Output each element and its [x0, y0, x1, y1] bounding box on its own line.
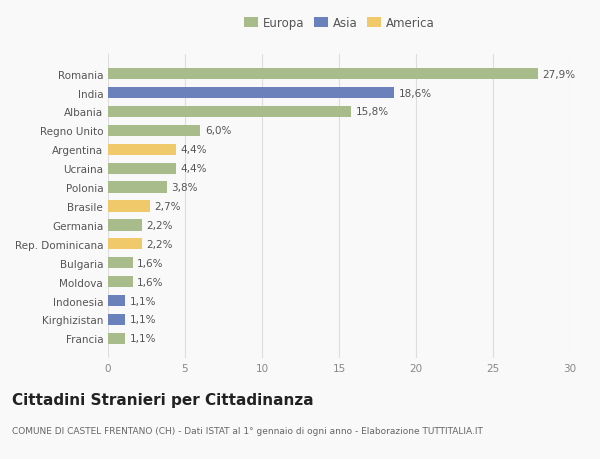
Bar [108, 182, 167, 193]
Text: 4,4%: 4,4% [181, 145, 207, 155]
Bar [108, 333, 125, 344]
Bar [108, 88, 394, 99]
Text: 2,7%: 2,7% [154, 202, 181, 212]
Text: 1,1%: 1,1% [130, 315, 156, 325]
Text: 2,2%: 2,2% [146, 239, 173, 249]
Text: 18,6%: 18,6% [399, 89, 432, 98]
Text: 27,9%: 27,9% [542, 69, 575, 79]
Bar [108, 295, 125, 307]
Bar [108, 239, 142, 250]
Text: 15,8%: 15,8% [356, 107, 389, 117]
Text: Cittadini Stranieri per Cittadinanza: Cittadini Stranieri per Cittadinanza [12, 392, 314, 408]
Bar [108, 220, 142, 231]
Bar [108, 201, 149, 212]
Text: 2,2%: 2,2% [146, 220, 173, 230]
Bar [108, 276, 133, 288]
Bar [108, 106, 352, 118]
Legend: Europa, Asia, America: Europa, Asia, America [239, 12, 439, 35]
Bar [108, 163, 176, 174]
Bar [108, 144, 176, 156]
Text: 1,1%: 1,1% [130, 296, 156, 306]
Text: 1,1%: 1,1% [130, 334, 156, 344]
Text: COMUNE DI CASTEL FRENTANO (CH) - Dati ISTAT al 1° gennaio di ogni anno - Elabora: COMUNE DI CASTEL FRENTANO (CH) - Dati IS… [12, 426, 483, 435]
Bar [108, 257, 133, 269]
Bar [108, 125, 200, 137]
Text: 3,8%: 3,8% [171, 183, 197, 193]
Text: 4,4%: 4,4% [181, 164, 207, 174]
Bar [108, 314, 125, 325]
Text: 1,6%: 1,6% [137, 258, 164, 268]
Bar [108, 69, 538, 80]
Text: 1,6%: 1,6% [137, 277, 164, 287]
Text: 6,0%: 6,0% [205, 126, 232, 136]
